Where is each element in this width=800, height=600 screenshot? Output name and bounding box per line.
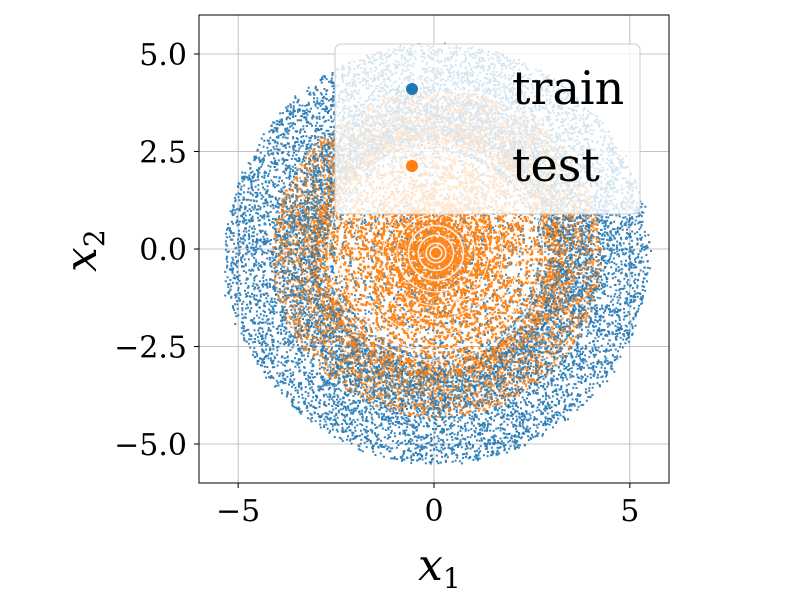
x-axis-label: x1 (418, 540, 461, 595)
x-tick-label: 0 (424, 494, 443, 529)
x-tick-label: −5 (216, 494, 260, 529)
y-tick-label: 2.5 (139, 136, 187, 171)
y-tick-label: −2.5 (114, 331, 187, 366)
y-tick-label: 5.0 (139, 38, 187, 73)
legend-marker-train (406, 83, 418, 95)
legend: train test (334, 43, 641, 215)
y-tick-label: 0.0 (139, 233, 187, 268)
y-axis-label: x2 (56, 229, 111, 272)
ring-gap (417, 234, 455, 272)
legend-label-test: test (512, 138, 600, 192)
ring-gap (407, 224, 465, 281)
y-tick-label: −5.0 (114, 428, 187, 463)
ring-gap (425, 242, 447, 264)
x-tick-label: 5 (620, 494, 639, 529)
ring-gap (429, 246, 443, 260)
legend-marker-test (406, 160, 418, 172)
axis-ticks: −5 0 5 −5.0 −2.5 0.0 2.5 5.0 (114, 38, 639, 529)
legend-label-train: train (512, 61, 624, 115)
